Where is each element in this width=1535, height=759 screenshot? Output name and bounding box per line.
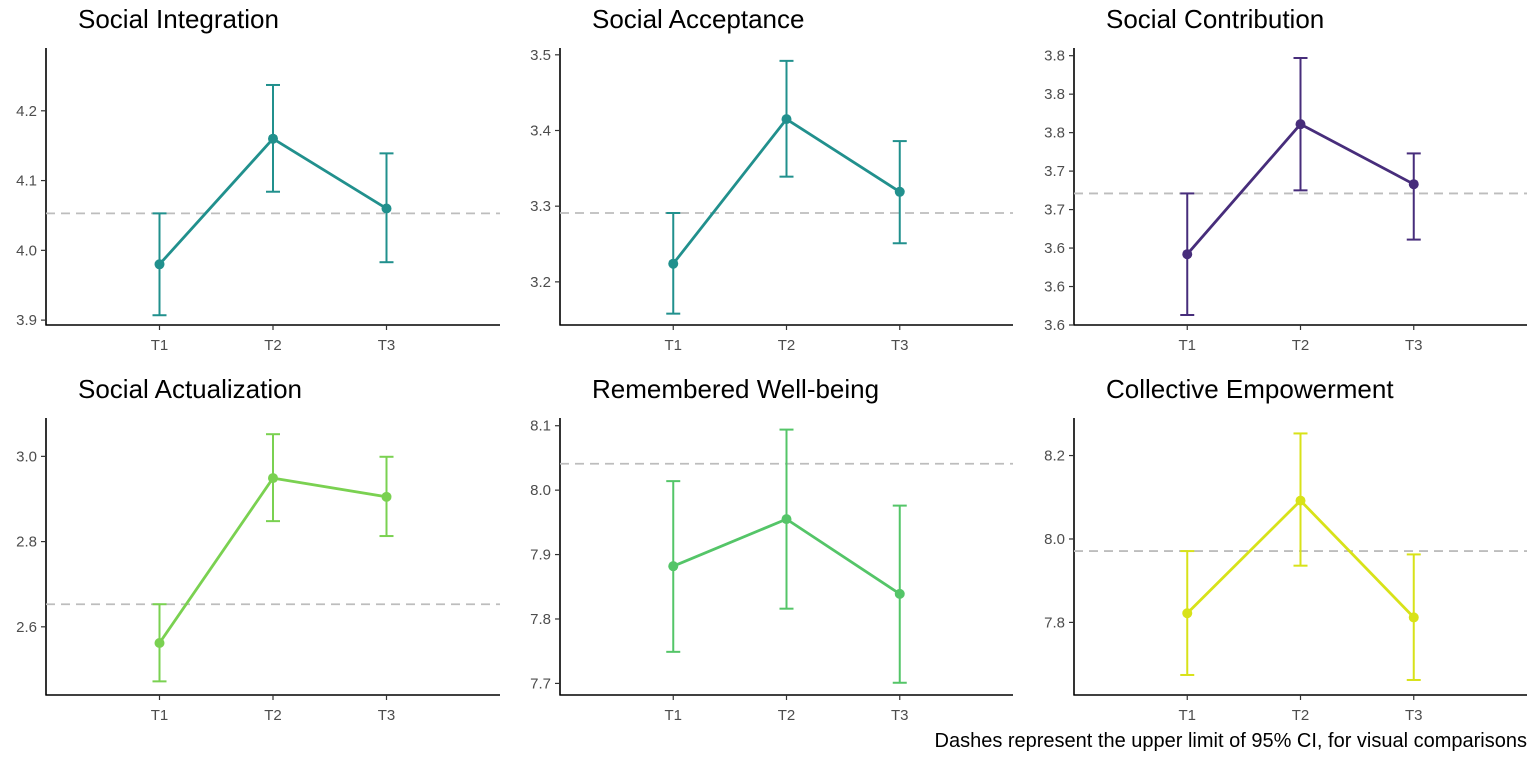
x-tick-label: T1 <box>1178 707 1196 724</box>
y-tick-label: 4.1 <box>16 173 37 190</box>
data-point <box>1182 608 1193 619</box>
y-tick-label: 3.4 <box>530 122 551 139</box>
data-point <box>1295 119 1306 130</box>
y-tick-label: 3.3 <box>530 198 551 215</box>
panel-title: Social Contribution <box>1106 4 1324 34</box>
x-tick-label: T2 <box>778 337 796 354</box>
y-tick-label: 8.0 <box>1044 531 1065 548</box>
data-point <box>268 473 278 484</box>
figure-caption: Dashes represent the upper limit of 95% … <box>935 730 1528 752</box>
data-point <box>894 588 905 599</box>
x-tick-label: T1 <box>664 707 682 724</box>
y-tick-label: 3.8 <box>1044 48 1065 65</box>
chart-panel: Collective Empowerment 7.8 8.0 8.2 T1 T2 T3 <box>1044 374 1527 724</box>
data-point <box>154 259 165 270</box>
x-tick-label: T1 <box>1178 337 1196 354</box>
x-tick-label: T3 <box>378 337 396 354</box>
x-tick-label: T3 <box>1405 707 1423 724</box>
x-tick-label: T1 <box>664 337 682 354</box>
y-tick-label: 3.7 <box>1044 202 1065 219</box>
y-tick-label: 8.1 <box>530 418 551 435</box>
x-tick-label: T2 <box>264 337 282 354</box>
x-tick-label: T2 <box>1292 707 1310 724</box>
panel-title: Collective Empowerment <box>1106 374 1394 404</box>
x-tick-label: T2 <box>264 707 282 724</box>
panel-title: Social Actualization <box>78 374 302 404</box>
data-point <box>1408 179 1419 190</box>
x-tick-label: T3 <box>891 337 909 354</box>
panel-title: Social Integration <box>78 4 279 34</box>
y-tick-label: 3.8 <box>1044 86 1065 103</box>
data-point <box>154 638 165 649</box>
y-tick-label: 3.6 <box>1044 317 1065 334</box>
y-tick-label: 4.0 <box>16 242 37 259</box>
chart-panel: Social Acceptance 3.2 3.3 3.4 3.5 T1 T2 T3 <box>530 4 1013 354</box>
y-tick-label: 2.8 <box>16 534 37 551</box>
chart-panel: Remembered Well-being 7.7 7.8 7.9 8.0 8.1 T1 T2… <box>530 374 1013 724</box>
y-tick-label: 7.8 <box>1044 614 1065 631</box>
panel-title: Remembered Well-being <box>592 374 879 404</box>
x-tick-label: T3 <box>891 707 909 724</box>
data-point <box>1295 495 1306 506</box>
chart-panel: Social Integration 3.9 4.0 4.1 4.2 T1 T2 T3 <box>16 4 500 354</box>
y-tick-label: 2.6 <box>16 619 37 636</box>
y-tick-label: 3.2 <box>530 274 551 291</box>
chart-panel: Social Contribution 3.6 3.6 3.6 3.7 3.7 3.8 3.8… <box>1044 4 1527 354</box>
x-tick-label: T2 <box>1292 337 1310 354</box>
x-tick-label: T3 <box>378 707 396 724</box>
data-point <box>268 133 278 144</box>
x-tick-label: T2 <box>778 707 796 724</box>
y-tick-label: 4.2 <box>16 103 37 120</box>
data-point <box>381 491 392 502</box>
x-tick-label: T1 <box>151 707 169 724</box>
data-point <box>668 561 679 572</box>
y-tick-label: 3.7 <box>1044 163 1065 180</box>
y-tick-label: 7.9 <box>530 547 551 564</box>
y-tick-label: 3.8 <box>1044 125 1065 142</box>
data-point <box>781 514 792 525</box>
y-tick-label: 3.9 <box>16 312 37 329</box>
panel-title: Social Acceptance <box>592 4 804 34</box>
data-point <box>894 186 905 197</box>
data-point <box>381 203 392 214</box>
data-point <box>668 258 679 269</box>
y-tick-label: 3.0 <box>16 448 37 465</box>
data-point <box>1408 612 1419 623</box>
data-point <box>1182 249 1193 260</box>
x-tick-label: T3 <box>1405 337 1423 354</box>
y-tick-label: 7.7 <box>530 675 551 692</box>
y-tick-label: 8.2 <box>1044 448 1065 465</box>
y-tick-label: 3.6 <box>1044 240 1065 257</box>
data-point <box>781 114 792 125</box>
y-tick-label: 3.5 <box>530 47 551 64</box>
y-tick-label: 3.6 <box>1044 279 1065 296</box>
chart-panel: Social Actualization 2.6 2.8 3.0 T1 T2 T3 <box>16 374 500 724</box>
y-tick-label: 8.0 <box>530 482 551 499</box>
y-tick-label: 7.8 <box>530 611 551 628</box>
x-tick-label: T1 <box>151 337 169 354</box>
